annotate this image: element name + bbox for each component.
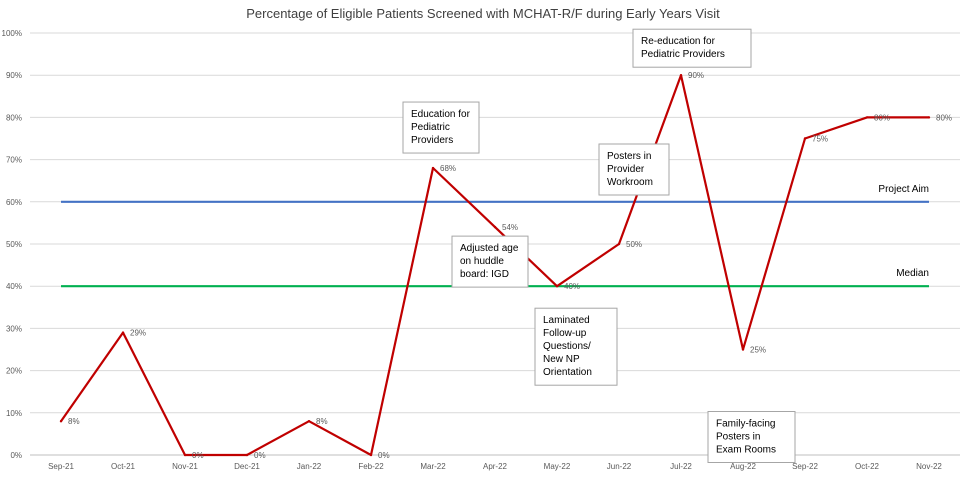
y-tick-label: 90% bbox=[6, 71, 22, 80]
annotation-text: Adjusted age bbox=[460, 243, 519, 254]
annotation-box bbox=[534, 307, 618, 386]
data-label: 0% bbox=[192, 451, 204, 460]
annotation-text: Family-facing bbox=[716, 419, 775, 430]
data-point bbox=[493, 225, 497, 229]
data-label: 80% bbox=[874, 113, 890, 122]
x-tick-label: Sep-22 bbox=[792, 462, 818, 471]
reference-line-label: Project Aim bbox=[878, 184, 929, 195]
annotation-text: Provider bbox=[607, 164, 645, 175]
annotation-text: Workroom bbox=[607, 177, 653, 188]
x-tick-label: Oct-22 bbox=[855, 462, 880, 471]
data-label: 29% bbox=[130, 329, 146, 338]
annotation-box bbox=[632, 28, 752, 68]
data-point bbox=[679, 74, 683, 77]
y-tick-label: 60% bbox=[6, 198, 22, 207]
data-label: 80% bbox=[936, 113, 952, 122]
data-label: 8% bbox=[68, 417, 80, 426]
x-tick-label: Nov-21 bbox=[172, 462, 198, 471]
data-label: 8% bbox=[316, 417, 328, 426]
x-tick-label: Jan-22 bbox=[297, 462, 322, 471]
y-tick-label: 100% bbox=[2, 29, 22, 38]
annotation-box bbox=[598, 143, 670, 196]
x-tick-label: Nov-22 bbox=[916, 462, 942, 471]
annotation-text: New NP bbox=[543, 354, 580, 365]
data-series bbox=[59, 74, 931, 457]
x-tick-label: Apr-22 bbox=[483, 462, 508, 471]
annotations: Education for Pediatric Providers Adjusted … bbox=[402, 28, 796, 463]
x-tick-label: Dec-21 bbox=[234, 462, 260, 471]
data-point bbox=[865, 116, 869, 119]
annotation-text: Pediatric Providers bbox=[641, 49, 725, 60]
data-point bbox=[59, 420, 63, 423]
reference-line-label: Median bbox=[896, 268, 929, 279]
x-tick-label: Jun-22 bbox=[607, 462, 632, 471]
data-label: 25% bbox=[750, 346, 766, 355]
y-tick-label: 50% bbox=[6, 240, 22, 249]
data-label: 40% bbox=[564, 282, 580, 291]
annotation-text: on huddle bbox=[460, 256, 504, 267]
data-label: 54% bbox=[502, 223, 518, 232]
data-point bbox=[183, 453, 187, 457]
annotation-box bbox=[707, 411, 796, 463]
annotation-text: Laminated bbox=[543, 315, 590, 326]
annotation-text: Exam Rooms bbox=[716, 445, 776, 456]
annotation-text: Follow-up bbox=[543, 328, 587, 339]
x-tick-label: Mar-22 bbox=[420, 462, 446, 471]
data-point bbox=[617, 242, 621, 246]
x-tick-label: Oct-21 bbox=[111, 462, 136, 471]
data-label: 0% bbox=[254, 451, 266, 460]
chart-title: Percentage of Eligible Patients Screened… bbox=[246, 6, 720, 21]
y-tick-label: 20% bbox=[6, 367, 22, 376]
y-tick-label: 70% bbox=[6, 156, 22, 165]
x-axis-ticks: Sep-21 Oct-21 Nov-21 Dec-21 Jan-22 Feb-22 Mar-… bbox=[48, 462, 942, 471]
data-point bbox=[927, 116, 931, 119]
x-tick-label: Jul-22 bbox=[670, 462, 692, 471]
data-label: 90% bbox=[688, 71, 704, 80]
data-point bbox=[803, 137, 807, 140]
annotation-box bbox=[451, 235, 529, 288]
x-tick-label: May-22 bbox=[544, 462, 571, 471]
annotation-text: board: IGD bbox=[460, 269, 509, 280]
annotation-text: Providers bbox=[411, 135, 453, 146]
annotation-text: Posters in bbox=[607, 151, 651, 162]
data-point bbox=[245, 453, 249, 457]
x-tick-label: Aug-22 bbox=[730, 462, 756, 471]
annotation-box bbox=[402, 101, 480, 154]
annotation-text: Questions/ bbox=[543, 341, 591, 352]
data-point bbox=[741, 348, 745, 351]
annotation-text: Pediatric bbox=[411, 122, 450, 133]
data-label: 75% bbox=[812, 135, 828, 144]
y-tick-label: 10% bbox=[6, 409, 22, 418]
y-tick-label: 30% bbox=[6, 324, 22, 333]
annotation-text: Orientation bbox=[543, 367, 592, 378]
y-axis-ticks: 0% 10% 20% 30% 40% 50% 60% 70% 80% 90% 100% bbox=[2, 29, 22, 460]
data-labels: 8% 29% 0% 0% 8% 0% 68% 54% 40% 50% 90% 25% 75% 80% 80% bbox=[68, 71, 952, 460]
x-tick-label: Feb-22 bbox=[358, 462, 384, 471]
annotation-text: Posters in bbox=[716, 432, 760, 443]
y-tick-label: 80% bbox=[6, 113, 22, 122]
data-label: 68% bbox=[440, 164, 456, 173]
x-tick-label: Sep-21 bbox=[48, 462, 74, 471]
y-tick-label: 40% bbox=[6, 282, 22, 291]
data-label: 0% bbox=[378, 451, 390, 460]
data-point bbox=[369, 453, 373, 457]
data-point bbox=[121, 331, 125, 334]
data-point bbox=[555, 285, 559, 288]
data-point bbox=[431, 166, 435, 170]
data-point bbox=[307, 420, 311, 423]
y-tick-label: 0% bbox=[10, 451, 22, 460]
data-label: 50% bbox=[626, 240, 642, 249]
annotation-text: Re-education for bbox=[641, 36, 716, 47]
annotation-text: Education for bbox=[411, 109, 471, 120]
